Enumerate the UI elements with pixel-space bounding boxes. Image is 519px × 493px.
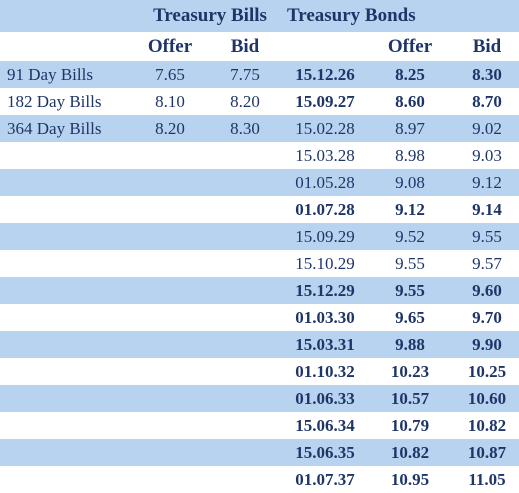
group-header-row: Treasury Bills Treasury Bonds [0, 0, 519, 32]
row: 01.05.28 9.08 9.12 [0, 169, 519, 196]
bond-bid: 11.05 [468, 469, 506, 489]
bond-offer: 10.82 [365, 439, 455, 466]
bond-date: 15.06.34 [295, 415, 355, 435]
bond-bid: 8.30 [455, 61, 519, 88]
bond-date: 15.10.29 [295, 253, 355, 273]
bill-bid: 8.20 [230, 91, 260, 111]
row: 15.10.29 9.55 9.57 [0, 250, 519, 277]
bond-date: 15.12.26 [285, 61, 365, 88]
bond-offer: 10.57 [365, 385, 455, 412]
blank [285, 32, 365, 61]
bond-bid: 9.03 [472, 145, 502, 165]
bond-date: 15.09.27 [295, 91, 355, 111]
column-header: Offer [387, 35, 433, 57]
row: 182 Day Bills 8.10 8.20 15.09.27 8.60 8.… [0, 88, 519, 115]
bill-name: 364 Day Bills [0, 115, 135, 142]
blank [0, 32, 135, 61]
bond-bid: 9.02 [455, 115, 519, 142]
bond-bid: 10.87 [455, 439, 519, 466]
bond-date: 01.06.33 [285, 385, 365, 412]
bond-date: 15.02.28 [285, 115, 365, 142]
bond-date: 15.03.28 [295, 145, 355, 165]
bond-offer: 9.12 [395, 199, 425, 219]
column-header-row: Offer Bid Offer Bid [0, 32, 519, 61]
bond-bid: 10.25 [467, 361, 507, 381]
column-header: Offer [147, 35, 193, 57]
group-title: Treasury Bonds [285, 0, 519, 32]
bond-offer: 8.97 [365, 115, 455, 142]
bond-date: 15.12.29 [285, 277, 365, 304]
bond-offer: 9.88 [365, 331, 455, 358]
bond-bid: 9.55 [455, 223, 519, 250]
group-title: Treasury Bills [135, 0, 285, 32]
row: 15.06.35 10.82 10.87 [0, 439, 519, 466]
bond-date: 15.03.31 [285, 331, 365, 358]
bond-bid: 10.60 [455, 385, 519, 412]
bond-date: 15.09.29 [285, 223, 365, 250]
bond-bid: 9.60 [455, 277, 519, 304]
bill-name: 182 Day Bills [7, 91, 102, 111]
bill-bid: 7.75 [205, 61, 285, 88]
row: 15.09.29 9.52 9.55 [0, 223, 519, 250]
row: 15.12.29 9.55 9.60 [0, 277, 519, 304]
bond-date: 01.03.30 [295, 307, 355, 327]
bond-offer: 9.55 [395, 253, 425, 273]
blank [0, 0, 135, 32]
row: 01.10.32 10.23 10.25 [0, 358, 519, 385]
row: 15.06.34 10.79 10.82 [0, 412, 519, 439]
bill-offer: 7.65 [135, 61, 205, 88]
bill-name: 91 Day Bills [0, 61, 135, 88]
bond-offer: 9.08 [365, 169, 455, 196]
bond-bid: 8.70 [472, 91, 502, 111]
bond-offer: 9.55 [365, 277, 455, 304]
row: 01.07.37 10.95 11.05 [0, 466, 519, 493]
row: 15.03.31 9.88 9.90 [0, 331, 519, 358]
bond-bid: 9.12 [455, 169, 519, 196]
bond-bid: 10.82 [467, 415, 507, 435]
bond-date: 01.05.28 [285, 169, 365, 196]
bond-bid: 9.70 [472, 307, 502, 327]
bill-bid: 8.30 [205, 115, 285, 142]
bond-offer: 10.23 [390, 361, 430, 381]
row: 364 Day Bills 8.20 8.30 15.02.28 8.97 9.… [0, 115, 519, 142]
bill-offer: 8.10 [155, 91, 185, 111]
bond-date: 01.07.28 [295, 199, 355, 219]
bill-offer: 8.20 [135, 115, 205, 142]
row: 01.06.33 10.57 10.60 [0, 385, 519, 412]
bond-offer: 10.79 [390, 415, 430, 435]
row: 15.03.28 8.98 9.03 [0, 142, 519, 169]
bond-bid: 9.57 [472, 253, 502, 273]
row: 01.03.30 9.65 9.70 [0, 304, 519, 331]
bond-offer: 9.52 [365, 223, 455, 250]
column-header: Bid [230, 35, 260, 57]
bond-bid: 9.14 [472, 199, 502, 219]
bond-offer: 8.25 [365, 61, 455, 88]
row: 01.07.28 9.12 9.14 [0, 196, 519, 223]
bond-offer: 8.98 [395, 145, 425, 165]
bond-date: 15.06.35 [285, 439, 365, 466]
bond-offer: 9.65 [395, 307, 425, 327]
bond-offer: 10.95 [390, 469, 430, 489]
bond-offer: 8.60 [395, 91, 425, 111]
row: 91 Day Bills 7.65 7.75 15.12.26 8.25 8.3… [0, 61, 519, 88]
column-header: Bid [472, 35, 502, 57]
bond-date: 01.10.32 [295, 361, 355, 381]
bond-bid: 9.90 [455, 331, 519, 358]
bond-date: 01.07.37 [295, 469, 355, 489]
